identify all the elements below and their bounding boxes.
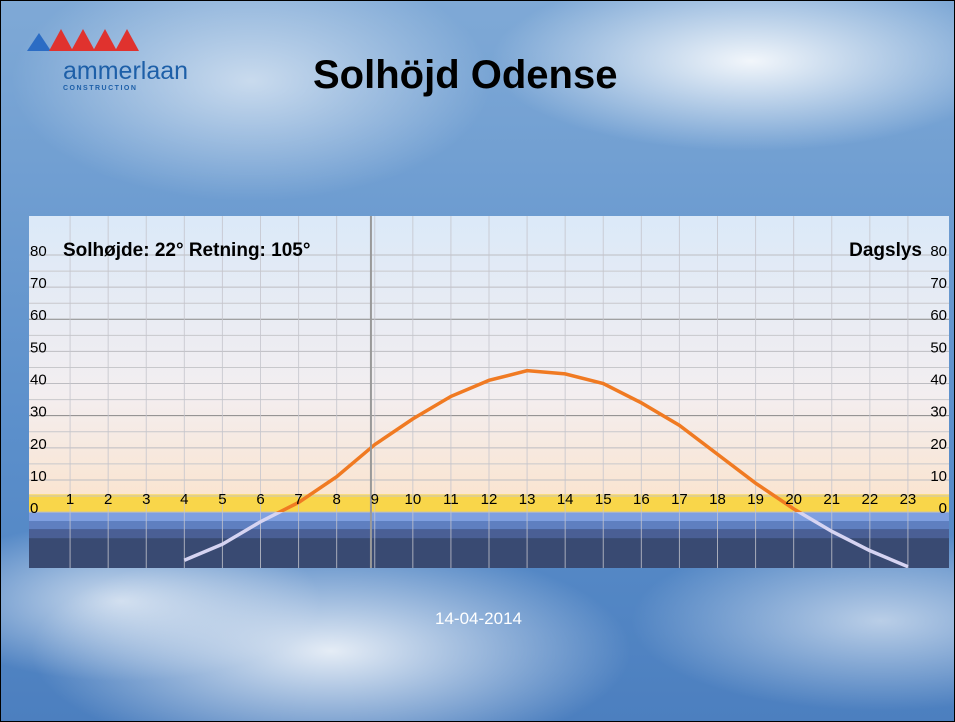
slide-title: Solhöjd Odense [313,53,617,98]
info-left: Solhøjde: 22° Retning: 105° [63,240,310,261]
x-tick-label: 5 [218,491,226,508]
x-tick-label: 2 [104,491,112,508]
info-right: Dagslys [849,240,922,261]
y-tick-label: 60 [30,307,47,324]
x-tick-label: 1 [66,491,74,508]
x-tick-label: 14 [557,491,574,508]
x-tick-label: 18 [709,491,726,508]
logo-icon [27,25,139,55]
logo-tagline: CONSTRUCTION [63,85,137,92]
y-tick-label-right: 0 [939,500,947,517]
slide: ammerlaan CONSTRUCTION Solhöjd Odense 12… [0,0,955,722]
y-tick-label-right: 60 [930,307,947,324]
x-tick-label: 17 [671,491,688,508]
x-tick-label: 6 [256,491,264,508]
x-tick-label: 23 [900,491,917,508]
y-tick-label: 30 [30,404,47,421]
y-tick-label: 20 [30,436,47,453]
x-tick-label: 11 [443,491,459,508]
y-tick-label-right: 70 [930,275,947,292]
x-tick-label: 3 [142,491,150,508]
logo-name: ammerlaan [63,57,188,86]
y-tick-label-right: 50 [930,339,947,356]
x-tick-label: 16 [633,491,650,508]
x-tick-label: 12 [481,491,498,508]
x-tick-label: 22 [861,491,878,508]
x-tick-label: 21 [823,491,840,508]
y-tick-label: 80 [30,243,47,260]
x-tick-label: 10 [404,491,421,508]
y-tick-label-right: 10 [930,468,947,485]
x-tick-label: 15 [595,491,612,508]
y-tick-label-right: 20 [930,436,947,453]
x-tick-label: 20 [785,491,802,508]
x-tick-label: 9 [371,491,379,508]
y-tick-label-right: 30 [930,404,947,421]
y-tick-label-right: 40 [930,372,947,389]
y-tick-label-right: 80 [930,243,947,260]
x-tick-label: 7 [294,491,302,508]
x-tick-label: 19 [747,491,764,508]
x-tick-label: 4 [180,491,188,508]
date: 14-04-2014 [1,609,955,629]
y-tick-label: 10 [30,468,47,485]
y-tick-label: 0 [30,500,38,517]
y-tick-label: 50 [30,339,47,356]
x-tick-label: 13 [519,491,536,508]
y-tick-label: 70 [30,275,47,292]
y-tick-label: 40 [30,372,47,389]
x-tick-label: 8 [332,491,340,508]
